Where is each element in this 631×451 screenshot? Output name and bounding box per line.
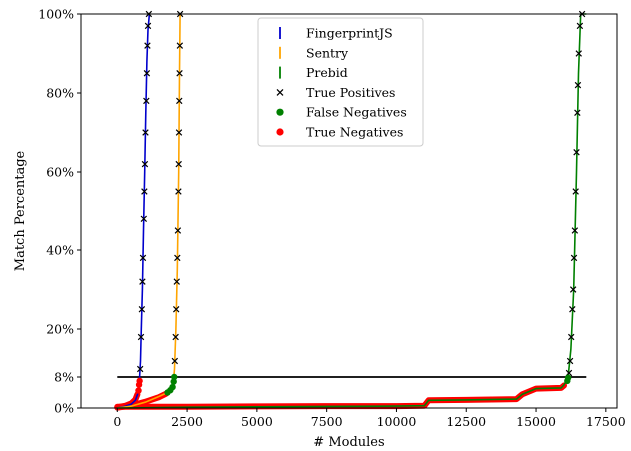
true-positives-point-37	[574, 81, 582, 89]
false-negatives-point-3	[170, 378, 177, 385]
x-axis-label: # Modules	[313, 435, 384, 450]
plot-frame	[80, 13, 618, 409]
true-positives-point-38	[575, 50, 582, 57]
legend-box	[257, 17, 424, 147]
true-positives-point-20	[175, 188, 182, 195]
legend-label-true-negatives: True Negatives	[306, 125, 403, 140]
y-tick-label-2: 20%	[46, 322, 74, 337]
x-tick-label-1: 2500	[171, 414, 203, 429]
legend-label-fingerprintjs: FingerprintJS	[306, 26, 393, 41]
true-positives-point-35	[573, 149, 580, 156]
y-tick-label-5: 80%	[46, 86, 74, 101]
legend-label-sentry: Sentry	[306, 45, 349, 60]
true-positives-point-1	[137, 333, 145, 341]
x-ticks: 0 2500 5000 7500 10000 12500 15000 17500	[113, 408, 626, 429]
y-tick-label-0: 0%	[54, 401, 74, 416]
y-axis-label: Match Percentage	[13, 150, 28, 271]
true-positives-point-29	[567, 333, 575, 341]
y-tick-label-4: 60%	[46, 165, 74, 180]
true-positives-point-19	[174, 227, 182, 234]
true-positives-point-6	[141, 188, 148, 195]
true-negatives-point-1	[136, 377, 143, 385]
true-positives-point-11	[144, 42, 151, 49]
legend-swatch-true-positives	[276, 88, 284, 96]
x-tick-label-6: 15000	[516, 414, 556, 429]
false-negatives-point-6	[564, 374, 572, 381]
markers-layer	[135, 10, 586, 396]
true-positives-point-7	[141, 160, 149, 168]
true-positives-point-8	[142, 129, 149, 136]
true-positives-point-32	[570, 254, 578, 262]
legend-label-true-positives: True Positives	[306, 85, 395, 100]
false-negatives-point-4	[171, 373, 178, 381]
true-positives-point-31	[569, 286, 577, 293]
true-positives-point-12	[144, 22, 152, 30]
true-positives-point-33	[571, 227, 579, 234]
true-positives-point-22	[175, 129, 183, 136]
legend-swatch-false-negatives	[276, 108, 284, 116]
true-positives-point-21	[175, 160, 182, 168]
x-tick-label-0: 0	[113, 414, 121, 429]
true-positives-point-28	[566, 357, 574, 365]
legend-swatch-true-negatives	[276, 128, 284, 136]
x-tick-label-5: 12500	[446, 414, 486, 429]
true-negatives-point-2	[135, 387, 142, 394]
x-tick-label-3: 7500	[311, 414, 343, 429]
x-tick-label-4: 10000	[377, 414, 417, 429]
true-positives-point-3	[139, 278, 146, 285]
true-positives-point-16	[172, 306, 180, 313]
y-tick-label-3: 40%	[46, 243, 74, 258]
y-tick-label-6: 100%	[38, 7, 74, 22]
series-line-fingerprintjs	[117, 13, 151, 409]
true-positives-point-25	[176, 42, 184, 49]
true-positives-point-9	[143, 97, 150, 105]
true-positives-point-0	[136, 365, 144, 373]
true-positives-point-4	[139, 254, 147, 262]
legend-label-prebid: Prebid	[306, 65, 348, 80]
true-positives-point-17	[173, 278, 180, 285]
true-positives-point-14	[171, 357, 179, 365]
y-ticks: 0% 8% 20% 40% 60% 80% 100%	[38, 7, 81, 416]
true-positives-point-18	[174, 254, 181, 262]
true-positives-point-30	[569, 306, 576, 313]
legend: FingerprintJS Sentry Prebid True Positives F…	[257, 17, 424, 147]
false-negatives-point-2	[169, 383, 176, 391]
true-positives-point-39	[576, 22, 584, 30]
true-positives-point-23	[176, 97, 183, 105]
legend-label-false-negatives: False Negatives	[306, 105, 407, 120]
true-positives-point-2	[138, 306, 146, 313]
true-positives-point-15	[172, 333, 179, 341]
x-tick-label-7: 17500	[586, 414, 626, 429]
true-positives-point-24	[176, 70, 183, 77]
true-positives-point-36	[574, 109, 581, 116]
x-tick-label-2: 5000	[241, 414, 273, 429]
true-positives-point-5	[140, 215, 148, 223]
true-positives-point-10	[143, 70, 151, 77]
y-tick-label-1: 8%	[54, 370, 74, 385]
true-positives-point-34	[572, 188, 579, 195]
